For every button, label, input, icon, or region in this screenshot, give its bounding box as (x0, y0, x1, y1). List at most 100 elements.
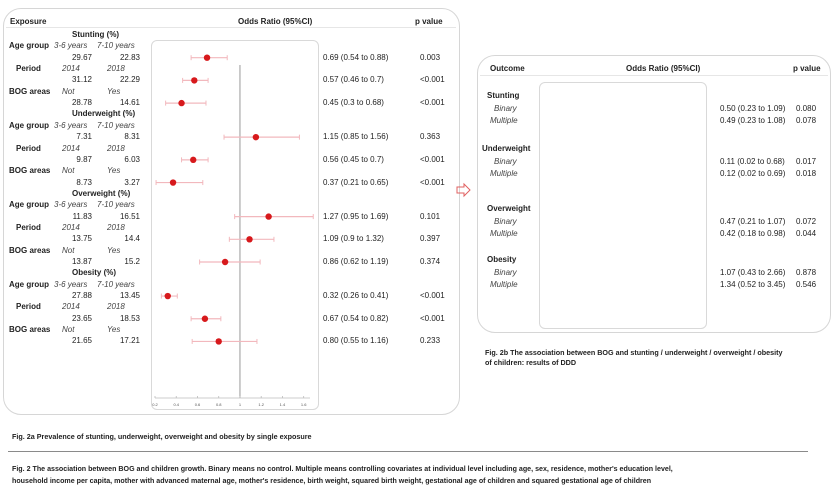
category-2-label: 7-10 years (97, 279, 135, 289)
odds-ratio-text: 1.09 (0.9 to 1.32) (323, 234, 384, 244)
p-value: 0.072 (796, 216, 817, 226)
category-1-label: 3-6 years (54, 120, 88, 130)
p-value: 0.003 (420, 52, 441, 62)
p-value: 0.546 (796, 280, 817, 289)
fig2a-x-tick-label: 0.4 (173, 402, 179, 407)
exposure-label: Age group (9, 200, 49, 210)
prevalence-value-1: 11.83 (72, 211, 92, 221)
group-title: Stunting (%) (72, 30, 120, 39)
outcome-title: Obesity (487, 255, 517, 264)
category-2-label: Yes (107, 325, 121, 335)
category-2-label: 2018 (107, 64, 125, 74)
category-2-label: Yes (107, 245, 121, 255)
fig2a-x-tick-label: 0.2 (152, 402, 158, 407)
fig2a-header-or: Odds Ratio (95%CI) (238, 17, 313, 26)
fig2b-header-or: Odds Ratio (95%CI) (626, 64, 701, 73)
prevalence-value-1: 9.87 (76, 154, 92, 164)
category-2-label: Yes (107, 166, 121, 176)
fig2a-point-estimate (191, 77, 198, 84)
fig2b-header-outcome: Outcome (490, 64, 525, 73)
p-value: <0.001 (420, 291, 445, 301)
fig2a-x-tick-label: 1.6 (301, 402, 307, 407)
fig2a-point-estimate (169, 179, 177, 186)
prevalence-value-2: 17.21 (119, 336, 140, 346)
fig2a-header-exposure: Exposure (10, 17, 47, 26)
category-1-label: Not (62, 166, 75, 176)
fig2a-point-estimate (164, 292, 171, 300)
fig2a-point-estimate (215, 338, 222, 345)
fig2b-plot-area (539, 82, 707, 329)
category-1-label: Not (62, 245, 75, 255)
p-value: <0.001 (420, 75, 445, 85)
p-value: 0.017 (796, 156, 817, 166)
prevalence-value-1: 31.12 (71, 75, 92, 85)
category-1-label: 2014 (62, 222, 80, 232)
fig2a-caption: Fig. 2a Prevalence of stunting, underwei… (12, 432, 312, 441)
prevalence-value-1: 28.78 (71, 98, 92, 108)
prevalence-value-1: 13.75 (71, 234, 92, 244)
p-value: <0.001 (420, 98, 445, 108)
prevalence-value-2: 22.83 (119, 52, 140, 62)
outcome-title: Stunting (487, 91, 520, 100)
prevalence-value-2: 16.51 (119, 211, 140, 221)
prevalence-value-1: 23.65 (71, 313, 92, 323)
odds-ratio-text: 0.32 (0.26 to 0.41) (323, 291, 389, 301)
prevalence-value-1: 7.31 (76, 132, 92, 142)
category-2-label: 7-10 years (97, 120, 135, 130)
prevalence-value-2: 15.2 (124, 257, 140, 266)
group-title: Overweight (%) (72, 188, 131, 198)
fig2a-point-estimate (252, 133, 260, 141)
odds-ratio-text: 0.42 (0.18 to 0.98) (720, 229, 786, 238)
category-1-label: 3-6 years (54, 41, 88, 51)
prevalence-value-2: 18.53 (119, 313, 140, 323)
odds-ratio-text: 0.80 (0.55 to 1.16) (323, 336, 389, 346)
outcome-title: Overweight (487, 204, 531, 213)
prevalence-value-2: 14.4 (124, 234, 140, 244)
exposure-label: Age group (9, 41, 49, 51)
odds-ratio-text: 0.50 (0.23 to 1.09) (720, 103, 786, 113)
exposure-label: Period (16, 222, 41, 232)
category-1-label: 2014 (62, 302, 80, 312)
fig2a-header-p: p value (415, 17, 443, 26)
category-1-label: 3-6 years (54, 279, 88, 289)
odds-ratio-text: 1.34 (0.52 to 3.45) (720, 280, 786, 289)
category-1-label: 2014 (62, 64, 80, 74)
model-label: Multiple (490, 116, 518, 125)
fig2a-x-tick-label: 1.2 (258, 402, 264, 407)
model-label: Multiple (490, 169, 518, 178)
prevalence-value-1: 13.87 (71, 257, 92, 266)
fig2a-header-divider (6, 27, 456, 28)
prevalence-value-1: 27.88 (71, 291, 92, 301)
odds-ratio-text: 0.69 (0.54 to 0.88) (323, 52, 389, 62)
p-value: 0.018 (796, 169, 817, 178)
odds-ratio-text: 0.67 (0.54 to 0.82) (323, 313, 389, 323)
model-label: Binary (494, 267, 517, 277)
p-value: 0.363 (420, 132, 441, 142)
exposure-label: BOG areas (9, 325, 51, 335)
prevalence-value-2: 8.31 (124, 132, 140, 142)
fig2a-point-estimate (190, 156, 197, 164)
category-2-label: 7-10 years (97, 200, 135, 210)
p-value: <0.001 (420, 154, 445, 164)
odds-ratio-text: 0.37 (0.21 to 0.65) (323, 177, 389, 187)
caption-divider (8, 451, 808, 452)
fig2a-point-estimate (221, 258, 229, 266)
right-arrow-icon (456, 182, 471, 198)
model-label: Multiple (490, 280, 518, 289)
p-value: 0.044 (796, 229, 817, 238)
prevalence-value-2: 13.45 (119, 291, 140, 301)
prevalence-value-2: 22.29 (119, 75, 140, 85)
outcome-title: Underweight (482, 144, 531, 153)
odds-ratio-text: 0.11 (0.02 to 0.68) (720, 156, 785, 166)
exposure-label: Period (16, 143, 41, 153)
fig2a-point-estimate (265, 213, 272, 220)
prevalence-value-2: 6.03 (124, 154, 140, 164)
figure-caption-line1: Fig. 2 The association between BOG and c… (12, 465, 673, 473)
odds-ratio-text: 0.49 (0.23 to 1.08) (720, 116, 786, 125)
odds-ratio-text: 0.86 (0.62 to 1.19) (323, 257, 389, 266)
category-2-label: 2018 (107, 302, 125, 312)
p-value: 0.397 (420, 234, 441, 244)
fig2a-point-estimate (201, 315, 209, 322)
exposure-label: BOG areas (9, 245, 51, 255)
fig2a-x-tick-label: 0.8 (216, 402, 222, 407)
